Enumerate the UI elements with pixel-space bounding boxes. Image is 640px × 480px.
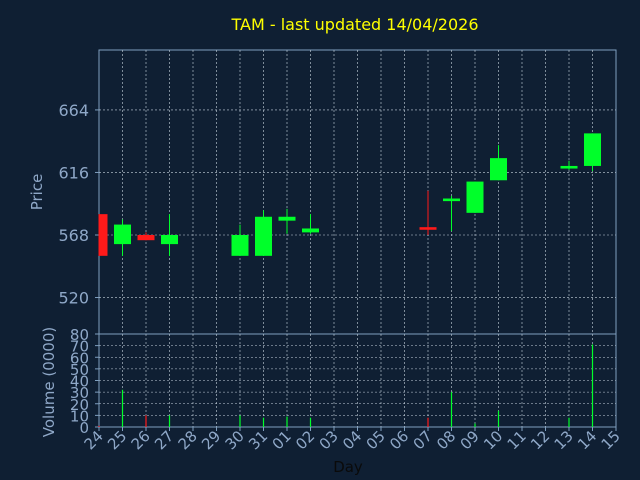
candle [231, 224, 249, 256]
candle-body [231, 234, 249, 256]
candle-body [443, 198, 460, 202]
candle-body [278, 216, 296, 221]
volume-bar [286, 416, 288, 427]
candle-body [161, 234, 178, 245]
price-y-tick-label: 568 [58, 226, 89, 245]
candle [137, 232, 155, 241]
x-tick-label: 01 [269, 427, 295, 453]
volume-bar [262, 417, 265, 427]
candles [98, 133, 601, 256]
price-grid [99, 50, 616, 334]
price-axis-label: Price [28, 174, 46, 211]
volume-bar [309, 417, 312, 427]
x-tick-label: 12 [527, 427, 553, 453]
x-tick-label: 09 [457, 427, 483, 453]
x-tick-label: 05 [363, 427, 389, 453]
volume-y-tick-label: 40 [70, 373, 89, 391]
x-tick-label: 06 [386, 427, 412, 453]
x-tick-label: 04 [339, 427, 365, 453]
volume-y-tick-label: 50 [70, 361, 89, 379]
volume-bar [474, 423, 476, 427]
candle-body [255, 216, 272, 256]
volume-y-tick-label: 30 [70, 384, 89, 402]
x-tick-label: 30 [222, 427, 248, 453]
chart-title: TAM - last updated 14/04/2026 [230, 15, 478, 34]
x-tick-label: 29 [198, 427, 224, 453]
x-axis-label: Day [333, 458, 363, 476]
volume-bar [427, 417, 429, 427]
candle-body [99, 214, 108, 256]
price-y-tick-label: 664 [58, 101, 89, 120]
candle [302, 214, 319, 234]
candle [490, 145, 507, 181]
x-tick-label: 25 [104, 427, 130, 453]
candle [278, 208, 296, 234]
x-tick-label: 26 [128, 427, 154, 453]
x-tick-label: 13 [551, 427, 577, 453]
x-tick-label: 28 [175, 427, 201, 453]
x-tick-label: 11 [504, 427, 530, 453]
x-tick-label: 02 [292, 427, 318, 453]
candle-body [584, 133, 601, 166]
volume-bar [450, 392, 453, 427]
candle [560, 160, 578, 170]
price-y-tick-label: 520 [58, 289, 89, 308]
volume-bar [145, 415, 147, 427]
x-tick-label: 07 [410, 427, 436, 453]
volume-y-tick-label: 10 [70, 407, 89, 425]
candle [466, 181, 484, 213]
x-tick-label: 31 [245, 427, 271, 453]
volume-bar [98, 425, 100, 427]
volume-bars [98, 344, 594, 427]
candle [419, 190, 437, 235]
x-tick-label: 10 [480, 427, 506, 453]
candle [584, 133, 601, 172]
volume-axis-label: Volume (0000) [40, 327, 58, 437]
candle-body [302, 228, 319, 233]
candle [255, 210, 272, 256]
candle-body [137, 234, 155, 241]
volume-bar [168, 415, 171, 427]
x-tick-label: 08 [433, 427, 459, 453]
candle-body [560, 165, 578, 169]
candle [443, 195, 460, 232]
volume-y-tick-label: 80 [70, 326, 89, 344]
x-tick-label: 15 [598, 427, 624, 453]
price-y-ticks: 520 568 616 664 [58, 101, 99, 308]
volume-grid [99, 334, 616, 427]
volume-bar [591, 344, 594, 427]
x-tick-labels: 2425262728293031010203040506070809101112… [81, 427, 624, 453]
price-y-tick-label: 616 [58, 163, 89, 182]
x-tick-label: 14 [574, 427, 600, 453]
candle-body [114, 224, 131, 245]
candle-body [466, 181, 484, 213]
volume-y-tick-label: 0 [79, 419, 89, 437]
candle [98, 214, 108, 256]
volume-y-tick-label: 20 [70, 396, 89, 414]
volume-bar [497, 410, 500, 427]
candle-body [419, 227, 437, 230]
candle [114, 219, 131, 256]
price-panel: 520 568 616 664 Price [28, 49, 617, 335]
x-tick-label: 03 [316, 427, 342, 453]
candle-body [490, 158, 507, 181]
candle [161, 214, 178, 256]
volume-bar [121, 389, 124, 427]
volume-y-tick-label: 60 [70, 349, 89, 367]
volume-y-tick-label: 70 [70, 338, 89, 356]
x-tick-label: 27 [151, 427, 177, 453]
volume-bar [568, 417, 570, 427]
volume-bar [239, 415, 241, 427]
